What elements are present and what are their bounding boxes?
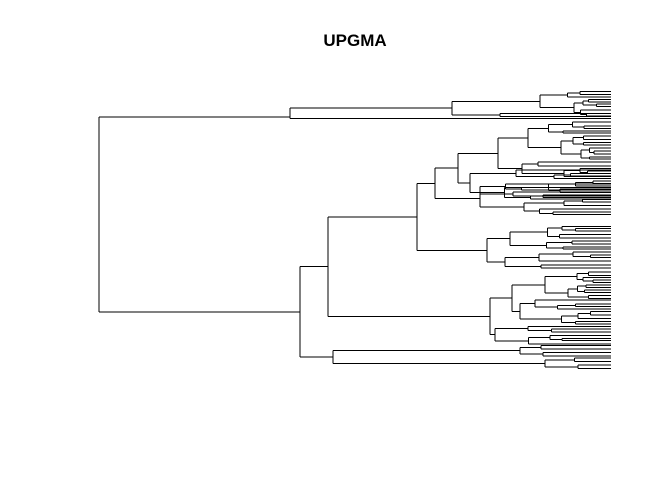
tree-branches bbox=[98, 91, 611, 370]
plot-title: UPGMA bbox=[323, 31, 386, 50]
